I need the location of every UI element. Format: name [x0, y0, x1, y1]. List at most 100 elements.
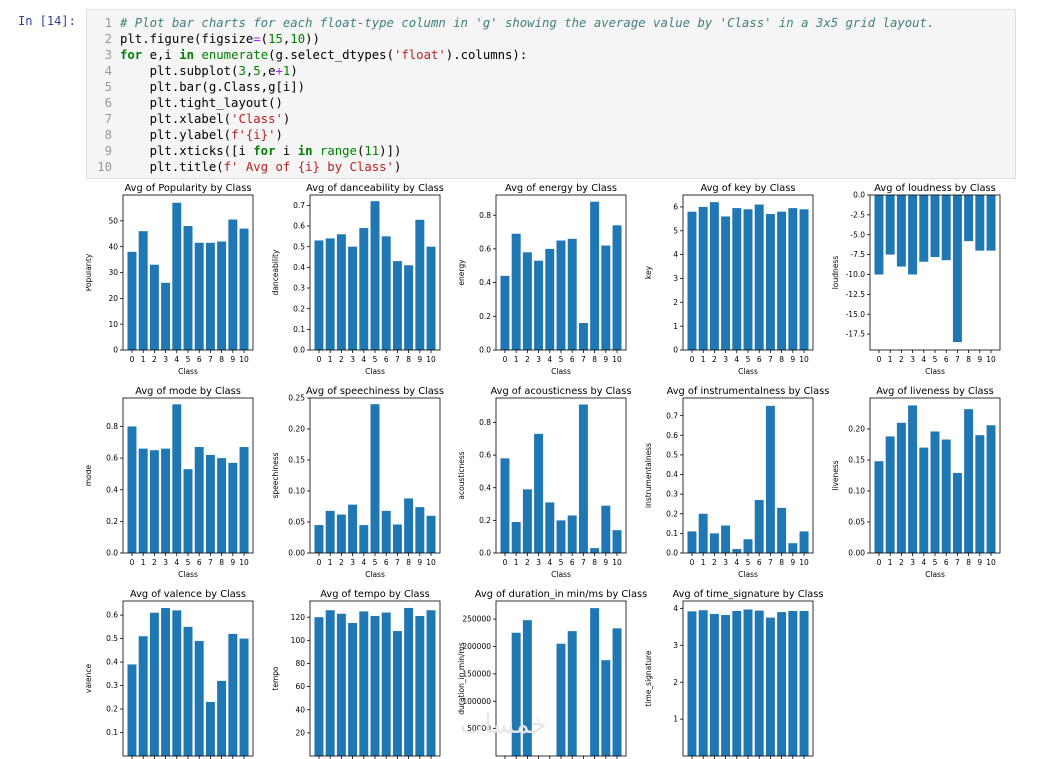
y-axis-label: time_signature — [644, 650, 653, 706]
code-token: ,e — [260, 64, 276, 78]
bar — [381, 612, 391, 756]
bar — [590, 201, 600, 350]
bar — [567, 515, 577, 553]
y-tick-label: 0.25 — [288, 394, 305, 403]
bar — [743, 539, 753, 553]
x-tick-label: 8 — [779, 355, 784, 364]
y-tick-label: 0.2 — [293, 304, 305, 313]
x-tick-label: 9 — [417, 355, 422, 364]
y-tick-label: -7.5 — [850, 250, 865, 259]
code-token: 5 — [253, 64, 261, 78]
y-tick-label: 0.8 — [106, 422, 118, 431]
bar — [149, 450, 159, 553]
x-tick-label: 2 — [525, 558, 530, 567]
bar — [799, 209, 809, 350]
x-tick-label: 4 — [734, 558, 739, 567]
bar — [721, 525, 731, 553]
code-token: )]) — [379, 144, 402, 158]
bar — [404, 498, 414, 553]
y-tick-label: 4 — [673, 604, 678, 613]
code-line: 10 plt.title(f' Avg of {i} by Class') — [87, 159, 401, 175]
chart-title: Avg of danceability by Class — [306, 183, 444, 194]
x-tick-label: 3 — [350, 558, 355, 567]
x-axis-label: Class — [365, 570, 385, 579]
x-tick-label: 0 — [690, 355, 695, 364]
bar — [709, 202, 719, 350]
x-tick-label: 0 — [503, 355, 508, 364]
x-tick-label: 7 — [955, 355, 960, 364]
x-tick-label: 3 — [536, 355, 541, 364]
y-tick-label: 0.7 — [666, 411, 678, 420]
chart-title: Avg of energy by Class — [505, 183, 617, 194]
line-number: 7 — [104, 112, 112, 126]
x-tick-label: 0 — [317, 355, 322, 364]
bar — [732, 610, 742, 756]
axes-frame — [869, 397, 1001, 554]
line-number: 5 — [104, 80, 112, 94]
y-tick-label: 200000 — [462, 642, 491, 651]
code-cell-editor[interactable]: 1 # Plot bar charts for each float-type c… — [86, 9, 1016, 179]
y-axis-label: acousticness — [457, 451, 466, 499]
x-tick-label: 2 — [339, 355, 344, 364]
line-number: 9 — [104, 144, 112, 158]
bar — [952, 195, 962, 343]
x-axis-label: Class — [738, 570, 758, 579]
bar — [239, 447, 249, 553]
bar — [172, 404, 182, 553]
bar — [381, 510, 391, 553]
subplot: 0 1 2 3 4 5 6 7 8 9 100.00.10.20.30.40.50.60.7Avg … — [271, 183, 444, 376]
x-tick-label: 4 — [174, 558, 179, 567]
y-tick-label: 0.0 — [479, 346, 491, 355]
bar — [874, 461, 884, 553]
bar — [777, 211, 787, 350]
code-token: i — [275, 144, 298, 158]
axes-frame — [682, 397, 814, 554]
bar — [161, 282, 171, 350]
bar — [754, 500, 764, 553]
y-tick-label: 0.00 — [848, 549, 865, 558]
y-tick-label: 0.2 — [666, 509, 678, 518]
x-tick-label: 3 — [723, 558, 728, 567]
y-tick-label: 0.4 — [479, 483, 491, 492]
chart-title: Avg of acousticness by Class — [491, 386, 632, 397]
y-tick-label: -2.5 — [850, 210, 865, 219]
y-tick-label: 120 — [291, 613, 306, 622]
y-tick-label: 0 — [673, 346, 678, 355]
subplot: 0 1 2 3 4 5 6 7 8 9 100.00.10.20.30.40.50.60.7Avg … — [644, 386, 829, 579]
code-token: ) — [275, 128, 283, 142]
line-number: 4 — [104, 64, 112, 78]
code-token: e,i — [142, 48, 180, 62]
bar — [975, 195, 985, 251]
code-line: 5 plt.bar(g.Class,g[i]) — [87, 79, 306, 95]
bar — [556, 520, 566, 553]
code-token: plt.title( — [120, 160, 224, 174]
bar — [217, 458, 227, 553]
y-tick-label: 0.5 — [293, 242, 305, 251]
y-tick-label: 100 — [291, 636, 306, 645]
x-tick-label: 7 — [768, 558, 773, 567]
x-tick-label: 5 — [373, 355, 378, 364]
code-token: 1 — [282, 64, 291, 78]
code-line: 1 # Plot bar charts for each float-type c… — [87, 15, 935, 31]
bar — [721, 615, 731, 756]
y-tick-label: 0.1 — [293, 325, 305, 334]
code-token: plt.figure(figsize — [120, 32, 254, 46]
bar — [348, 622, 358, 756]
y-tick-label: 0.6 — [106, 454, 118, 463]
x-tick-label: 6 — [197, 355, 202, 364]
code-token: # Plot bar charts for each float-type co… — [120, 16, 935, 30]
x-tick-label: 6 — [384, 355, 389, 364]
x-tick-label: 9 — [230, 355, 235, 364]
code-token: 10 — [290, 32, 306, 46]
cell-output: 0 1 2 3 4 5 6 7 8 9 10 0 10 20 30 40 50 Avg of Popularity… — [86, 180, 1038, 759]
x-tick-label: 1 — [701, 558, 706, 567]
y-axis-label: key — [644, 265, 653, 279]
bar — [556, 240, 566, 350]
bar — [743, 609, 753, 756]
code-token: plt.subplot( — [120, 64, 239, 78]
bar — [172, 202, 182, 350]
x-tick-label: 3 — [910, 558, 915, 567]
y-tick-label: 0.2 — [106, 517, 118, 526]
